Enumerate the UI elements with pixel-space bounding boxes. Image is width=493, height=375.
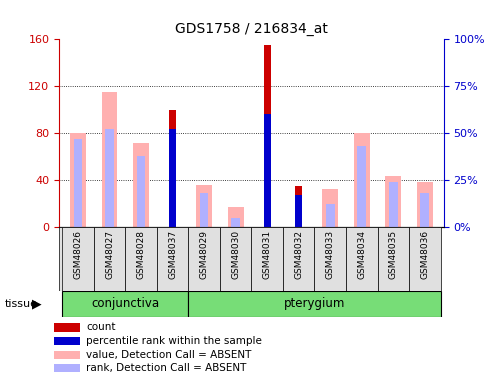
- Bar: [295, 195, 302, 227]
- Text: GSM48033: GSM48033: [326, 230, 335, 279]
- Bar: [409, 227, 441, 291]
- Text: count: count: [86, 322, 116, 332]
- Bar: [106, 129, 114, 227]
- Title: GDS1758 / 216834_at: GDS1758 / 216834_at: [175, 22, 328, 36]
- Bar: [188, 227, 220, 291]
- Bar: [378, 227, 409, 291]
- Bar: [421, 193, 429, 227]
- Text: conjunctiva: conjunctiva: [91, 297, 159, 310]
- Bar: [133, 142, 149, 227]
- Bar: [357, 146, 366, 227]
- Bar: [200, 193, 209, 227]
- Text: GSM48034: GSM48034: [357, 230, 366, 279]
- Bar: [354, 133, 370, 227]
- Bar: [283, 227, 315, 291]
- Bar: [315, 227, 346, 291]
- Bar: [102, 92, 117, 227]
- Bar: [326, 204, 335, 227]
- Bar: [322, 189, 338, 227]
- Bar: [62, 291, 188, 317]
- Bar: [125, 227, 157, 291]
- Bar: [228, 207, 244, 227]
- Text: value, Detection Call = ABSENT: value, Detection Call = ABSENT: [86, 350, 251, 360]
- Text: GSM48026: GSM48026: [73, 230, 82, 279]
- Bar: [62, 227, 94, 291]
- Text: GSM48028: GSM48028: [137, 230, 145, 279]
- Bar: [94, 227, 125, 291]
- Text: percentile rank within the sample: percentile rank within the sample: [86, 336, 262, 346]
- Bar: [54, 364, 80, 372]
- Bar: [188, 291, 441, 317]
- Bar: [251, 227, 283, 291]
- Bar: [386, 177, 401, 227]
- Bar: [295, 186, 302, 227]
- Text: rank, Detection Call = ABSENT: rank, Detection Call = ABSENT: [86, 363, 246, 373]
- Bar: [389, 182, 397, 227]
- Text: tissue: tissue: [5, 299, 38, 309]
- Bar: [157, 227, 188, 291]
- Bar: [196, 185, 212, 227]
- Bar: [346, 227, 378, 291]
- Text: GSM48030: GSM48030: [231, 230, 240, 279]
- Text: ▶: ▶: [32, 297, 42, 310]
- Bar: [70, 133, 86, 227]
- Bar: [169, 129, 176, 227]
- Text: GSM48036: GSM48036: [421, 230, 429, 279]
- Bar: [220, 227, 251, 291]
- Bar: [169, 110, 176, 227]
- Bar: [74, 139, 82, 227]
- Text: GSM48031: GSM48031: [263, 230, 272, 279]
- Bar: [54, 337, 80, 345]
- Bar: [137, 156, 145, 227]
- Text: GSM48029: GSM48029: [200, 230, 209, 279]
- Text: GSM48037: GSM48037: [168, 230, 177, 279]
- Bar: [54, 323, 80, 332]
- Bar: [417, 182, 433, 227]
- Text: pterygium: pterygium: [284, 297, 345, 310]
- Bar: [264, 114, 271, 227]
- Text: GSM48035: GSM48035: [389, 230, 398, 279]
- Bar: [231, 217, 240, 227]
- Bar: [264, 45, 271, 227]
- Text: GSM48027: GSM48027: [105, 230, 114, 279]
- Text: GSM48032: GSM48032: [294, 230, 303, 279]
- Bar: [54, 351, 80, 358]
